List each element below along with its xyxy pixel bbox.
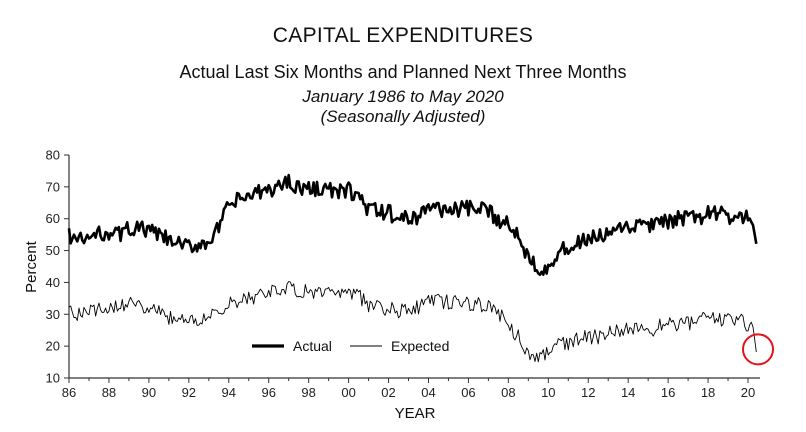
highlight-circle bbox=[742, 333, 775, 366]
x-tick-label: 90 bbox=[142, 385, 156, 400]
y-tick-label: 10 bbox=[46, 371, 60, 386]
y-tick-label: 70 bbox=[46, 179, 60, 194]
x-tick-label: 88 bbox=[102, 385, 116, 400]
x-axis-title: YEAR bbox=[395, 405, 436, 422]
x-tick-label: 00 bbox=[341, 385, 355, 400]
x-ticks: 86 88 90 92 94 96 98 00 02 04 06 08 10 12 14 16 18 20 bbox=[62, 378, 755, 400]
x-tick-label: 02 bbox=[381, 385, 395, 400]
legend-label-actual: Actual bbox=[293, 338, 332, 354]
x-tick-label: 04 bbox=[421, 385, 435, 400]
y-ticks: 10 20 30 40 50 60 70 80 bbox=[46, 148, 69, 386]
y-tick-label: 40 bbox=[46, 275, 60, 290]
series-line-expected bbox=[68, 281, 757, 363]
x-tick-label: 94 bbox=[222, 385, 236, 400]
x-tick-label: 98 bbox=[301, 385, 315, 400]
y-tick-label: 30 bbox=[46, 307, 60, 322]
x-tick-label: 92 bbox=[182, 385, 196, 400]
chart-subtitle: Actual Last Six Months and Planned Next … bbox=[179, 62, 627, 82]
legend: Actual Expected bbox=[252, 338, 449, 354]
chart-period: January 1986 to May 2020 bbox=[302, 87, 504, 106]
y-axis-title: Percent bbox=[23, 240, 40, 293]
x-tick-label: 14 bbox=[621, 385, 635, 400]
series-layer bbox=[67, 173, 758, 363]
legend-label-expected: Expected bbox=[391, 338, 449, 354]
chart-title: CAPITAL EXPENDITURES bbox=[272, 24, 534, 47]
series-line-actual bbox=[67, 173, 758, 277]
x-tick-label: 86 bbox=[62, 385, 76, 400]
x-tick-label: 20 bbox=[741, 385, 755, 400]
y-tick-label: 60 bbox=[46, 211, 60, 226]
x-tick-label: 06 bbox=[461, 385, 475, 400]
x-tick-label: 10 bbox=[541, 385, 555, 400]
x-tick-label: 16 bbox=[661, 385, 675, 400]
x-tick-label: 18 bbox=[701, 385, 715, 400]
axes bbox=[68, 155, 760, 379]
x-tick-label: 08 bbox=[501, 385, 515, 400]
y-tick-label: 50 bbox=[46, 243, 60, 258]
y-tick-label: 80 bbox=[46, 148, 60, 163]
y-tick-label: 20 bbox=[46, 339, 60, 354]
x-tick-label: 12 bbox=[581, 385, 595, 400]
x-tick-label: 96 bbox=[261, 385, 275, 400]
chart-adjustment-note: (Seasonally Adjusted) bbox=[320, 107, 486, 126]
